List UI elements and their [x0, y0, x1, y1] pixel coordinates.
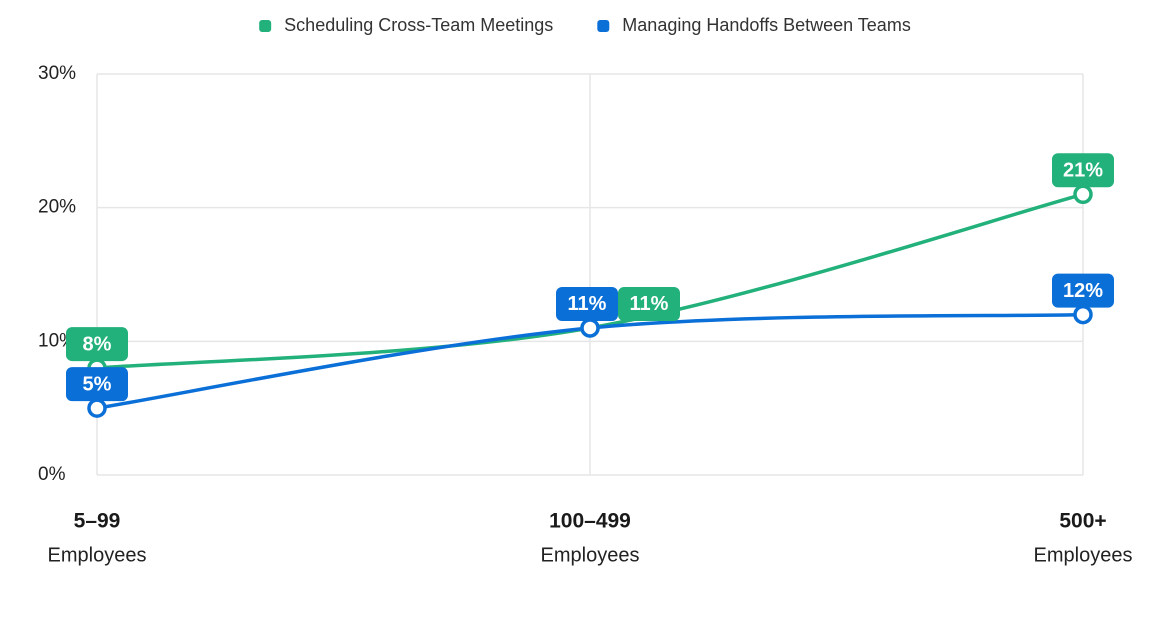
data-label: 8% [66, 327, 128, 362]
x-tick-label: 500+ [1059, 510, 1106, 533]
data-label: 12% [1052, 273, 1114, 308]
data-label: 21% [1052, 153, 1114, 188]
data-point [87, 398, 107, 418]
data-point [1073, 184, 1093, 205]
data-label-text: 11% [568, 293, 607, 315]
data-point [580, 318, 600, 338]
data-label-bg [556, 286, 618, 321]
y-tick-label: 0% [38, 464, 66, 485]
data-label-text: 21% [1063, 160, 1103, 182]
data-label-text: 8% [83, 333, 112, 355]
x-tick-label: 5–99 [74, 510, 121, 533]
y-tick-label: 20% [38, 197, 76, 218]
data-point [1073, 304, 1093, 325]
data-label: 5% [66, 367, 128, 402]
legend: Scheduling Cross-Team Meetings Managing H… [259, 15, 911, 35]
y-tick-label: 30% [38, 63, 76, 84]
data-label-bg [66, 327, 128, 362]
data-label-bg [66, 367, 128, 402]
legend-item: Managing Handoffs Between Teams [597, 15, 911, 35]
legend-swatch [259, 20, 272, 32]
data-label-text: 11% [630, 293, 669, 315]
legend-label: Scheduling Cross-Team Meetings [284, 15, 553, 35]
data-label: 11% [618, 286, 680, 321]
x-tick-sublabel: Employees [48, 544, 147, 566]
x-tick-sublabel: Employees [541, 544, 640, 566]
legend-swatch [597, 20, 610, 32]
data-label-bg [1052, 153, 1114, 188]
data-label-text: 12% [1063, 280, 1103, 302]
data-label-bg [618, 286, 680, 321]
x-tick-label: 100–499 [549, 510, 631, 533]
data-label-bg [1052, 273, 1114, 308]
x-tick-sublabel: Employees [1034, 544, 1133, 566]
legend-label: Managing Handoffs Between Teams [622, 15, 911, 35]
legend-item: Scheduling Cross-Team Meetings [259, 15, 553, 35]
data-label-text: 5% [83, 373, 112, 395]
data-label: 11% [556, 286, 618, 321]
